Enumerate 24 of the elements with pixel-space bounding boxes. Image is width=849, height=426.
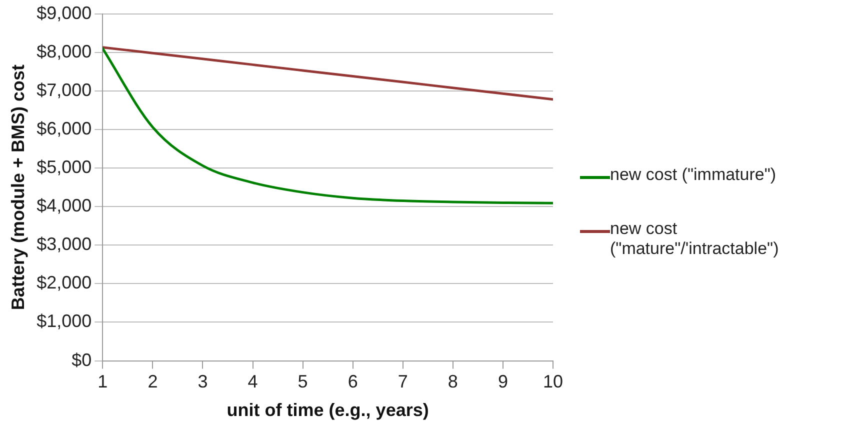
x-axis-title: unit of time (e.g., years) (226, 400, 429, 420)
x-tick-label: 2 (148, 372, 158, 392)
x-tick-label: 6 (348, 372, 358, 392)
y-axis-title: Battery (module + BMS) cost (8, 64, 28, 310)
x-tick-label: 5 (298, 372, 308, 392)
x-tick-label: 9 (498, 372, 508, 392)
y-tick-label: $9,000 (36, 2, 92, 23)
y-tick-label: $8,000 (36, 41, 92, 62)
x-tick-label: 1 (98, 372, 108, 392)
x-tick-label: 4 (248, 372, 258, 392)
y-tick-label: $1,000 (36, 311, 92, 332)
y-tick-label: $2,000 (36, 272, 92, 293)
y-tick-label: $0 (72, 350, 92, 370)
y-tick-label: $7,000 (36, 80, 92, 100)
y-tick-label: $3,000 (36, 234, 92, 254)
legend-label: new cost ("mature"/'intractable") (610, 219, 780, 259)
legend-label: new cost ("immature") (610, 165, 776, 185)
x-tick-label: 3 (198, 372, 208, 392)
y-tick-label: $6,000 (36, 118, 92, 138)
y-tick-label: $5,000 (36, 156, 92, 177)
y-tick-label: $4,000 (36, 196, 92, 216)
x-tick-label: 7 (398, 372, 408, 392)
x-tick-label: 8 (448, 372, 458, 392)
x-tick-label: 10 (542, 372, 564, 392)
